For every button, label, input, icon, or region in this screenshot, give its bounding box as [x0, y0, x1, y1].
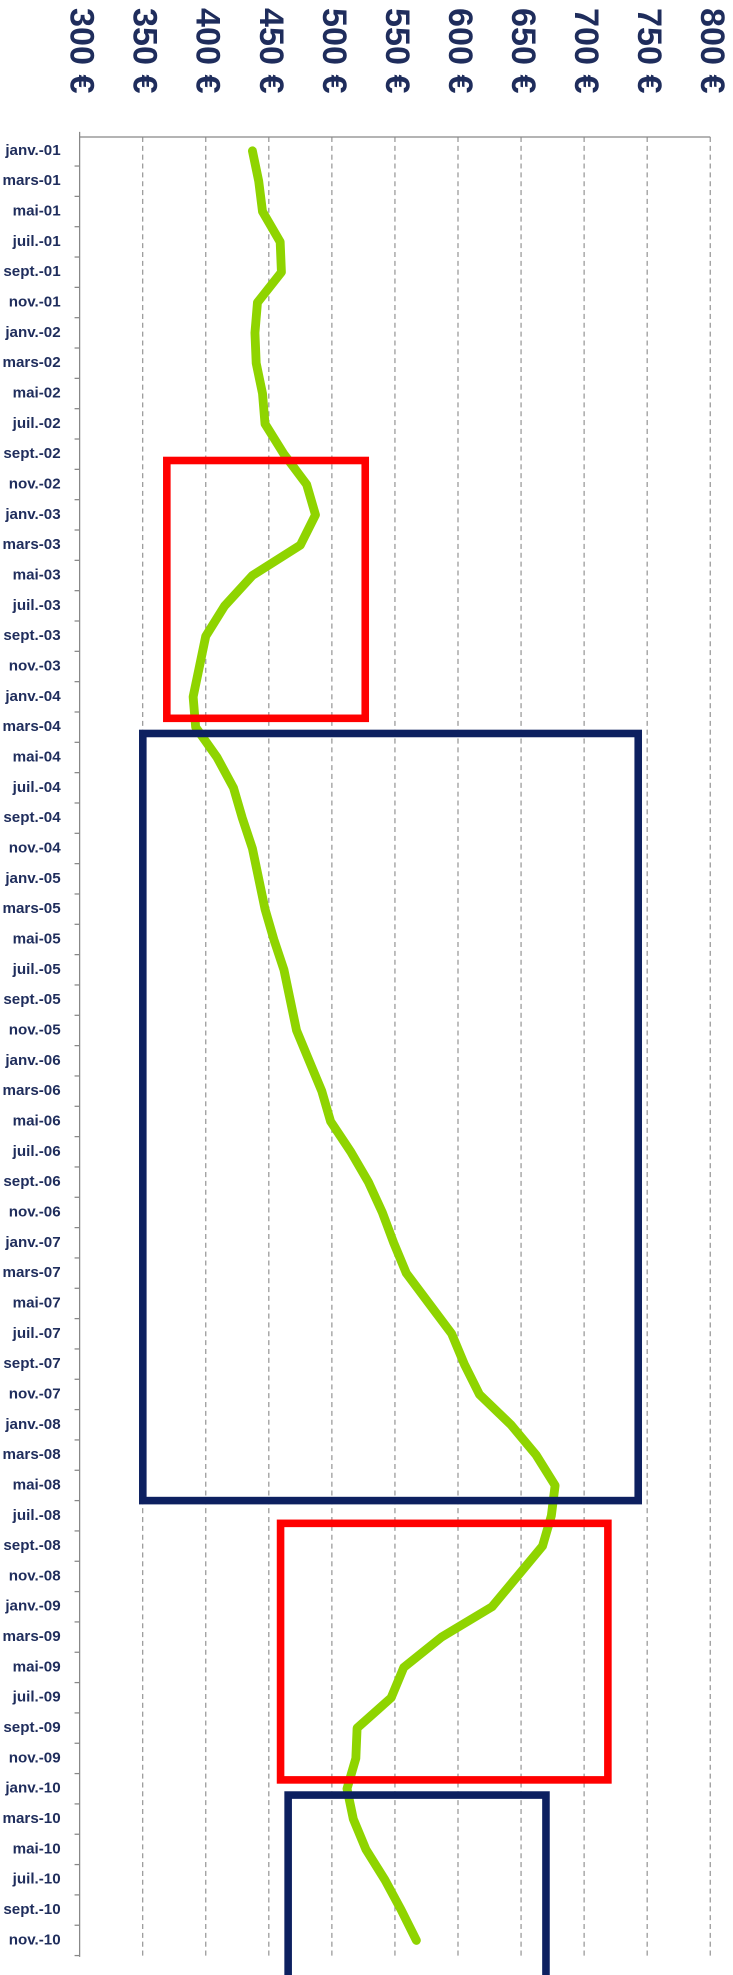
y-tick-label: mars-05	[3, 900, 61, 917]
y-tick-label: janv.-02	[4, 324, 60, 341]
y-tick-label: mai-10	[13, 1840, 61, 1857]
y-tick-label: sept.-07	[3, 1355, 60, 1372]
highlight-box	[163, 456, 370, 723]
y-tick-label: mars-04	[3, 718, 62, 735]
y-tick-label: sept.-02	[3, 445, 60, 462]
y-tick-label: juil.-03	[12, 597, 61, 614]
x-tick-label: 300 €	[63, 8, 101, 93]
y-tick-label: mars-01	[3, 172, 61, 189]
y-tick-label: janv.-05	[4, 870, 60, 887]
y-tick-label: juil.-06	[12, 1143, 61, 1160]
y-tick-label: nov.-06	[9, 1203, 61, 1220]
x-tick-label: 750 €	[630, 8, 668, 93]
y-tick-label: nov.-04	[9, 839, 62, 856]
y-tick-label: sept.-05	[3, 991, 60, 1008]
y-tick-label: juil.-07	[12, 1325, 61, 1342]
y-tick-label: sept.-10	[3, 1901, 60, 1918]
y-tick-label: juil.-10	[12, 1871, 61, 1888]
x-tick-label: 400 €	[189, 8, 227, 93]
y-tick-label: mars-06	[3, 1082, 61, 1099]
y-tick-label: nov.-03	[9, 657, 61, 674]
highlight-box	[284, 1791, 550, 1975]
y-tick-label: mai-06	[13, 1112, 61, 1129]
y-tick-label: sept.-06	[3, 1173, 60, 1190]
x-tick-label: 450 €	[252, 8, 290, 93]
y-tick-label: mars-08	[3, 1446, 61, 1463]
y-tick-label: janv.-08	[4, 1416, 60, 1433]
y-tick-label: janv.-10	[4, 1780, 60, 1797]
y-tick-label: janv.-06	[4, 1052, 60, 1069]
y-tick-label: mars-07	[3, 1264, 61, 1281]
y-tick-label: juil.-08	[12, 1507, 61, 1524]
y-tick-label: mai-09	[13, 1658, 61, 1675]
y-tick-label: juil.-05	[12, 961, 61, 978]
y-tick-label: mai-05	[13, 930, 61, 947]
y-tick-label: nov.-08	[9, 1567, 61, 1584]
y-tick-label: mars-10	[3, 1810, 61, 1827]
highlight-box	[276, 1519, 612, 1784]
y-tick-label: janv.-07	[4, 1234, 60, 1251]
y-tick-label: juil.-01	[12, 233, 61, 250]
y-tick-label: mars-03	[3, 536, 61, 553]
x-tick-label: 350 €	[126, 8, 164, 93]
y-tick-label: mai-04	[13, 748, 62, 765]
y-tick-label: juil.-04	[12, 779, 62, 796]
y-tick-label: janv.-04	[4, 688, 61, 705]
y-tick-label: mai-01	[13, 203, 61, 220]
y-tick-label: juil.-09	[12, 1689, 61, 1706]
y-tick-label: mars-02	[3, 354, 61, 371]
y-tick-label: mai-07	[13, 1294, 61, 1311]
y-tick-label: mai-03	[13, 567, 61, 584]
y-tick-label: nov.-09	[9, 1749, 61, 1766]
y-tick-label: nov.-07	[9, 1385, 61, 1402]
x-tick-label: 600 €	[441, 8, 479, 93]
x-tick-label: 800 €	[693, 8, 731, 93]
y-tick-label: juil.-02	[12, 415, 61, 432]
y-tick-label: nov.-02	[9, 476, 61, 493]
y-tick-label: sept.-08	[3, 1537, 60, 1554]
x-tick-label: 700 €	[567, 8, 605, 93]
y-tick-label: sept.-01	[3, 263, 60, 280]
y-tick-label: sept.-03	[3, 627, 60, 644]
y-tick-label: sept.-09	[3, 1719, 60, 1736]
y-tick-label: janv.-01	[4, 142, 60, 159]
y-tick-label: janv.-09	[4, 1598, 60, 1615]
y-tick-label: nov.-01	[9, 294, 61, 311]
y-tick-label: mai-08	[13, 1476, 61, 1493]
y-tick-label: janv.-03	[4, 506, 60, 523]
y-tick-label: nov.-05	[9, 1021, 61, 1038]
y-tick-label: mai-02	[13, 385, 61, 402]
x-tick-label: 650 €	[504, 8, 542, 93]
y-tick-label: mars-09	[3, 1628, 61, 1645]
data-line	[188, 146, 560, 1945]
y-tick-label: sept.-04	[3, 809, 61, 826]
highlight-box	[139, 729, 643, 1505]
x-tick-label: 500 €	[315, 8, 353, 93]
x-tick-label: 550 €	[378, 8, 416, 93]
y-tick-label: nov.-10	[9, 1931, 61, 1948]
